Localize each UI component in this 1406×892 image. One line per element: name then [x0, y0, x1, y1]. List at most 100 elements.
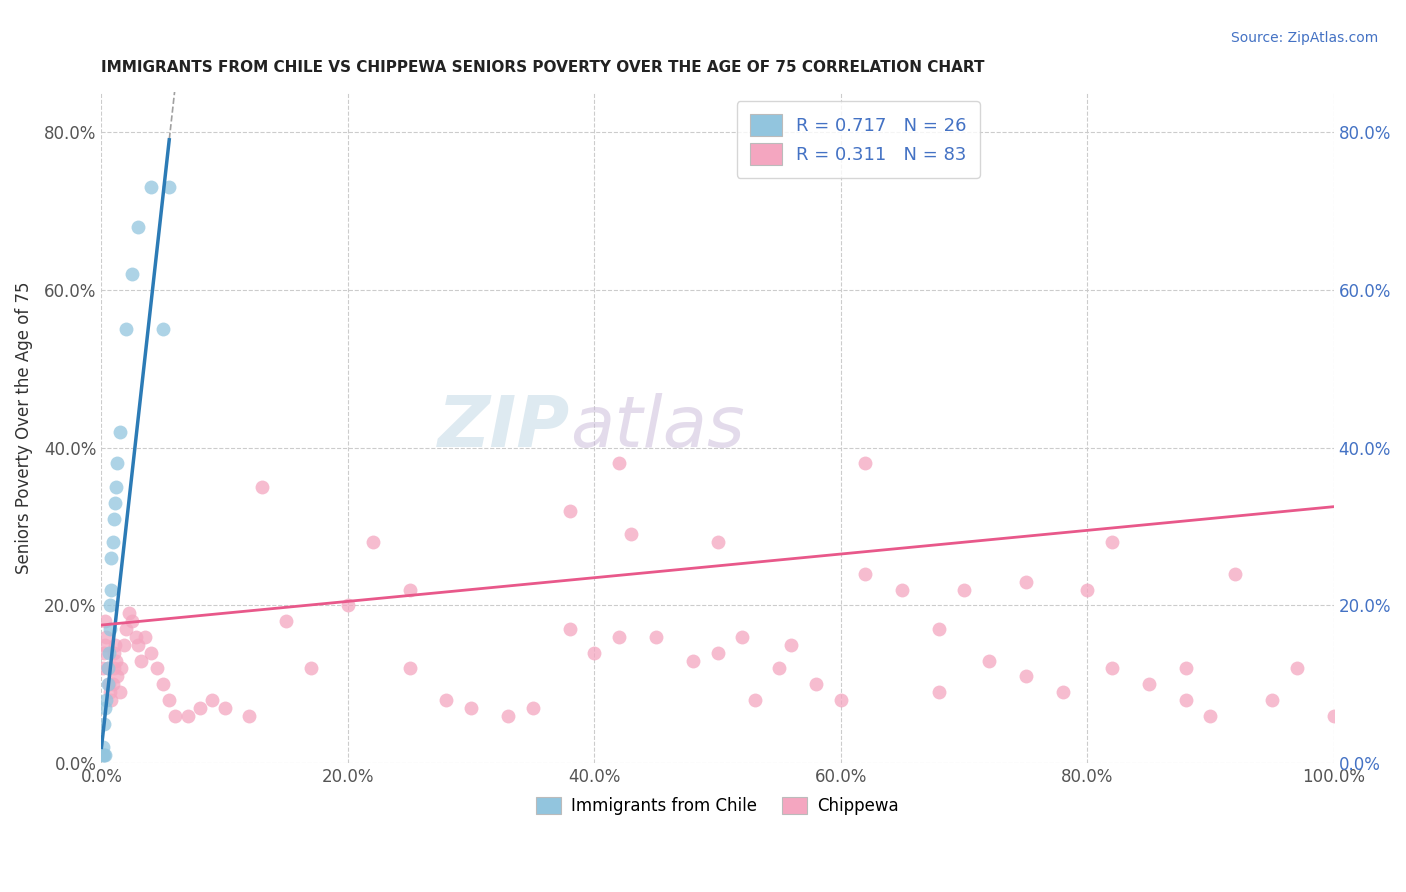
Point — [928, 622, 950, 636]
Point — [121, 614, 143, 628]
Point — [238, 708, 260, 723]
Legend: Immigrants from Chile, Chippewa: Immigrants from Chile, Chippewa — [530, 790, 905, 822]
Point — [115, 622, 138, 636]
Point — [201, 693, 224, 707]
Point — [645, 630, 668, 644]
Point — [1052, 685, 1074, 699]
Point — [522, 701, 544, 715]
Point — [780, 638, 803, 652]
Point — [152, 677, 174, 691]
Point — [830, 693, 852, 707]
Point — [744, 693, 766, 707]
Point — [97, 661, 120, 675]
Point — [107, 456, 129, 470]
Point — [103, 661, 125, 675]
Point — [1101, 535, 1123, 549]
Point — [117, 606, 139, 620]
Point — [336, 599, 359, 613]
Point — [152, 322, 174, 336]
Point — [1101, 661, 1123, 675]
Point — [607, 630, 630, 644]
Point — [299, 661, 322, 675]
Point — [891, 582, 914, 597]
Point — [100, 551, 122, 566]
Point — [188, 701, 211, 715]
Point — [93, 748, 115, 763]
Point — [620, 527, 643, 541]
Point — [1199, 708, 1222, 723]
Point — [398, 582, 420, 597]
Point — [250, 480, 273, 494]
Point — [855, 566, 877, 581]
Point — [558, 503, 581, 517]
Point — [98, 599, 121, 613]
Point — [97, 677, 120, 691]
Point — [768, 661, 790, 675]
Point — [1323, 708, 1346, 723]
Point — [108, 685, 131, 699]
Point — [94, 748, 117, 763]
Point — [1014, 669, 1036, 683]
Point — [94, 701, 117, 715]
Point — [100, 582, 122, 597]
Point — [101, 535, 124, 549]
Text: Source: ZipAtlas.com: Source: ZipAtlas.com — [1230, 31, 1378, 45]
Point — [177, 708, 200, 723]
Point — [706, 646, 728, 660]
Point — [1076, 582, 1098, 597]
Point — [108, 425, 131, 439]
Point — [804, 677, 827, 691]
Point — [107, 669, 129, 683]
Point — [97, 661, 120, 675]
Point — [105, 654, 128, 668]
Point — [607, 456, 630, 470]
Point — [1174, 661, 1197, 675]
Point — [361, 535, 384, 549]
Point — [98, 685, 121, 699]
Point — [110, 661, 132, 675]
Point — [121, 267, 143, 281]
Point — [165, 708, 187, 723]
Point — [558, 622, 581, 636]
Point — [1014, 574, 1036, 589]
Point — [115, 322, 138, 336]
Point — [98, 622, 121, 636]
Text: ZIP: ZIP — [437, 393, 569, 462]
Text: atlas: atlas — [569, 393, 744, 462]
Point — [1223, 566, 1246, 581]
Point — [96, 693, 118, 707]
Point — [731, 630, 754, 644]
Point — [96, 630, 118, 644]
Point — [583, 646, 606, 660]
Point — [977, 654, 1000, 668]
Point — [157, 180, 180, 194]
Point — [398, 661, 420, 675]
Y-axis label: Seniors Poverty Over the Age of 75: Seniors Poverty Over the Age of 75 — [15, 282, 32, 574]
Point — [129, 654, 152, 668]
Point — [214, 701, 236, 715]
Point — [91, 748, 114, 763]
Point — [276, 614, 298, 628]
Point — [104, 496, 127, 510]
Point — [101, 677, 124, 691]
Point — [104, 638, 127, 652]
Point — [706, 535, 728, 549]
Point — [91, 740, 114, 755]
Point — [928, 685, 950, 699]
Point — [134, 630, 156, 644]
Point — [1137, 677, 1160, 691]
Point — [94, 638, 117, 652]
Point — [146, 661, 169, 675]
Point — [93, 646, 115, 660]
Point — [139, 646, 162, 660]
Point — [682, 654, 704, 668]
Point — [127, 638, 149, 652]
Point — [855, 456, 877, 470]
Text: IMMIGRANTS FROM CHILE VS CHIPPEWA SENIORS POVERTY OVER THE AGE OF 75 CORRELATION: IMMIGRANTS FROM CHILE VS CHIPPEWA SENIOR… — [101, 60, 986, 75]
Point — [94, 614, 117, 628]
Point — [157, 693, 180, 707]
Point — [1174, 693, 1197, 707]
Point — [100, 693, 122, 707]
Point — [105, 480, 128, 494]
Point — [496, 708, 519, 723]
